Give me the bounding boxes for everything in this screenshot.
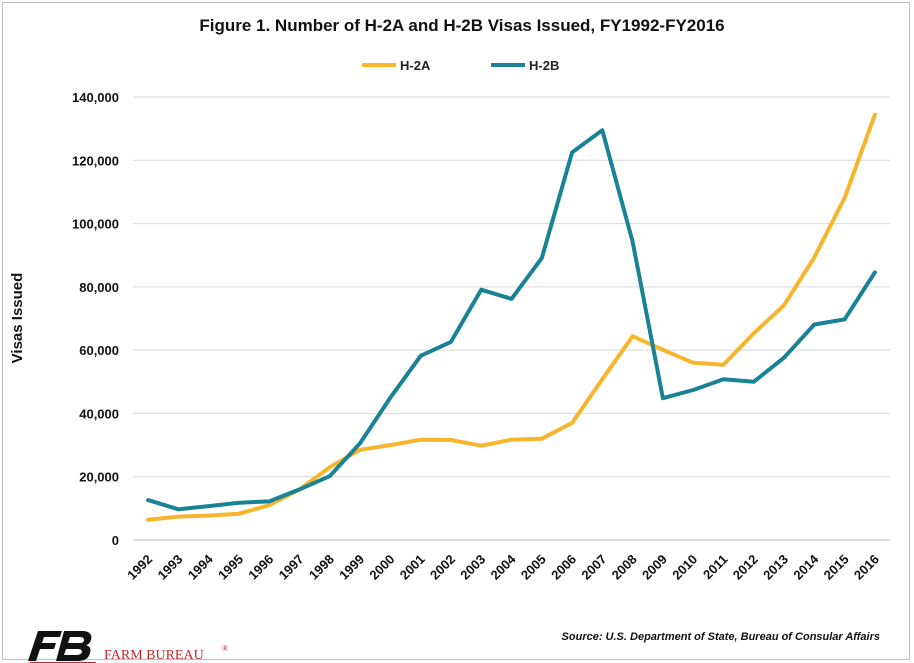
x-tick-label: 2003	[457, 552, 488, 583]
x-tick-label: 2011	[700, 552, 731, 583]
x-tick-label: 1996	[245, 552, 276, 583]
y-tick-label: 0	[112, 533, 119, 548]
x-tick-label: 2000	[366, 552, 397, 583]
x-tick-label: 1993	[154, 552, 185, 583]
x-tick-label: 2012	[730, 552, 761, 583]
gridlines	[133, 96, 890, 541]
x-tick-label: 1995	[215, 552, 246, 583]
source-note: Source: U.S. Department of State, Bureau…	[562, 631, 880, 643]
x-tick-label: 2014	[790, 551, 822, 583]
x-tick-label: 2013	[760, 552, 791, 583]
y-tick-label: 60,000	[79, 343, 119, 358]
x-tick-label: 2015	[821, 552, 852, 583]
x-tick-label: 2002	[427, 552, 458, 583]
x-tick-label: 2001	[397, 552, 428, 583]
x-tick-label: 2009	[639, 552, 670, 583]
x-tick-label: 2004	[488, 551, 520, 583]
y-tick-label: 140,000	[72, 90, 119, 105]
y-tick-label: 100,000	[72, 217, 119, 232]
legend-label-h2a: H-2A	[400, 58, 431, 73]
x-tick-label: 2010	[669, 552, 700, 583]
y-tick-label: 40,000	[79, 406, 119, 421]
y-axis-label: Visas Issued	[9, 273, 26, 364]
legend-label-h2b: H-2B	[529, 58, 559, 73]
x-tick-label: 2008	[609, 552, 640, 583]
legend: H-2A H-2B	[362, 58, 559, 73]
x-tick-label: 2005	[518, 552, 549, 583]
x-axis-ticks: 1992 1993 1994 1995 1996 1997 1998 1999 2000 2001…	[124, 551, 882, 583]
x-tick-label: 1999	[336, 552, 367, 583]
y-tick-label: 80,000	[79, 280, 119, 295]
series-line-h-2b	[146, 128, 877, 512]
x-tick-label: 2007	[578, 552, 609, 583]
farm-bureau-wordmark: FARM BUREAU	[104, 648, 204, 663]
y-axis-ticks: 0 20,000 40,000 60,000 80,000 100,000 120,000 1…	[72, 90, 119, 548]
registered-mark: ®	[222, 644, 228, 653]
x-tick-label: 1992	[124, 552, 155, 583]
x-tick-label: 2016	[851, 552, 882, 583]
y-tick-label: 20,000	[79, 470, 119, 485]
y-tick-label: 120,000	[72, 153, 119, 168]
chart-title: Figure 1. Number of H-2A and H-2B Visas …	[199, 16, 724, 35]
fb-logo-icon	[28, 631, 96, 663]
x-tick-label: 1997	[276, 552, 307, 583]
series-lines	[146, 112, 877, 522]
farm-bureau-logo: FARM BUREAU ®	[28, 631, 228, 663]
series-line-h-2a	[146, 112, 877, 522]
x-tick-label: 1998	[306, 552, 337, 583]
x-tick-label: 1994	[185, 551, 217, 583]
x-tick-label: 2006	[548, 552, 579, 583]
